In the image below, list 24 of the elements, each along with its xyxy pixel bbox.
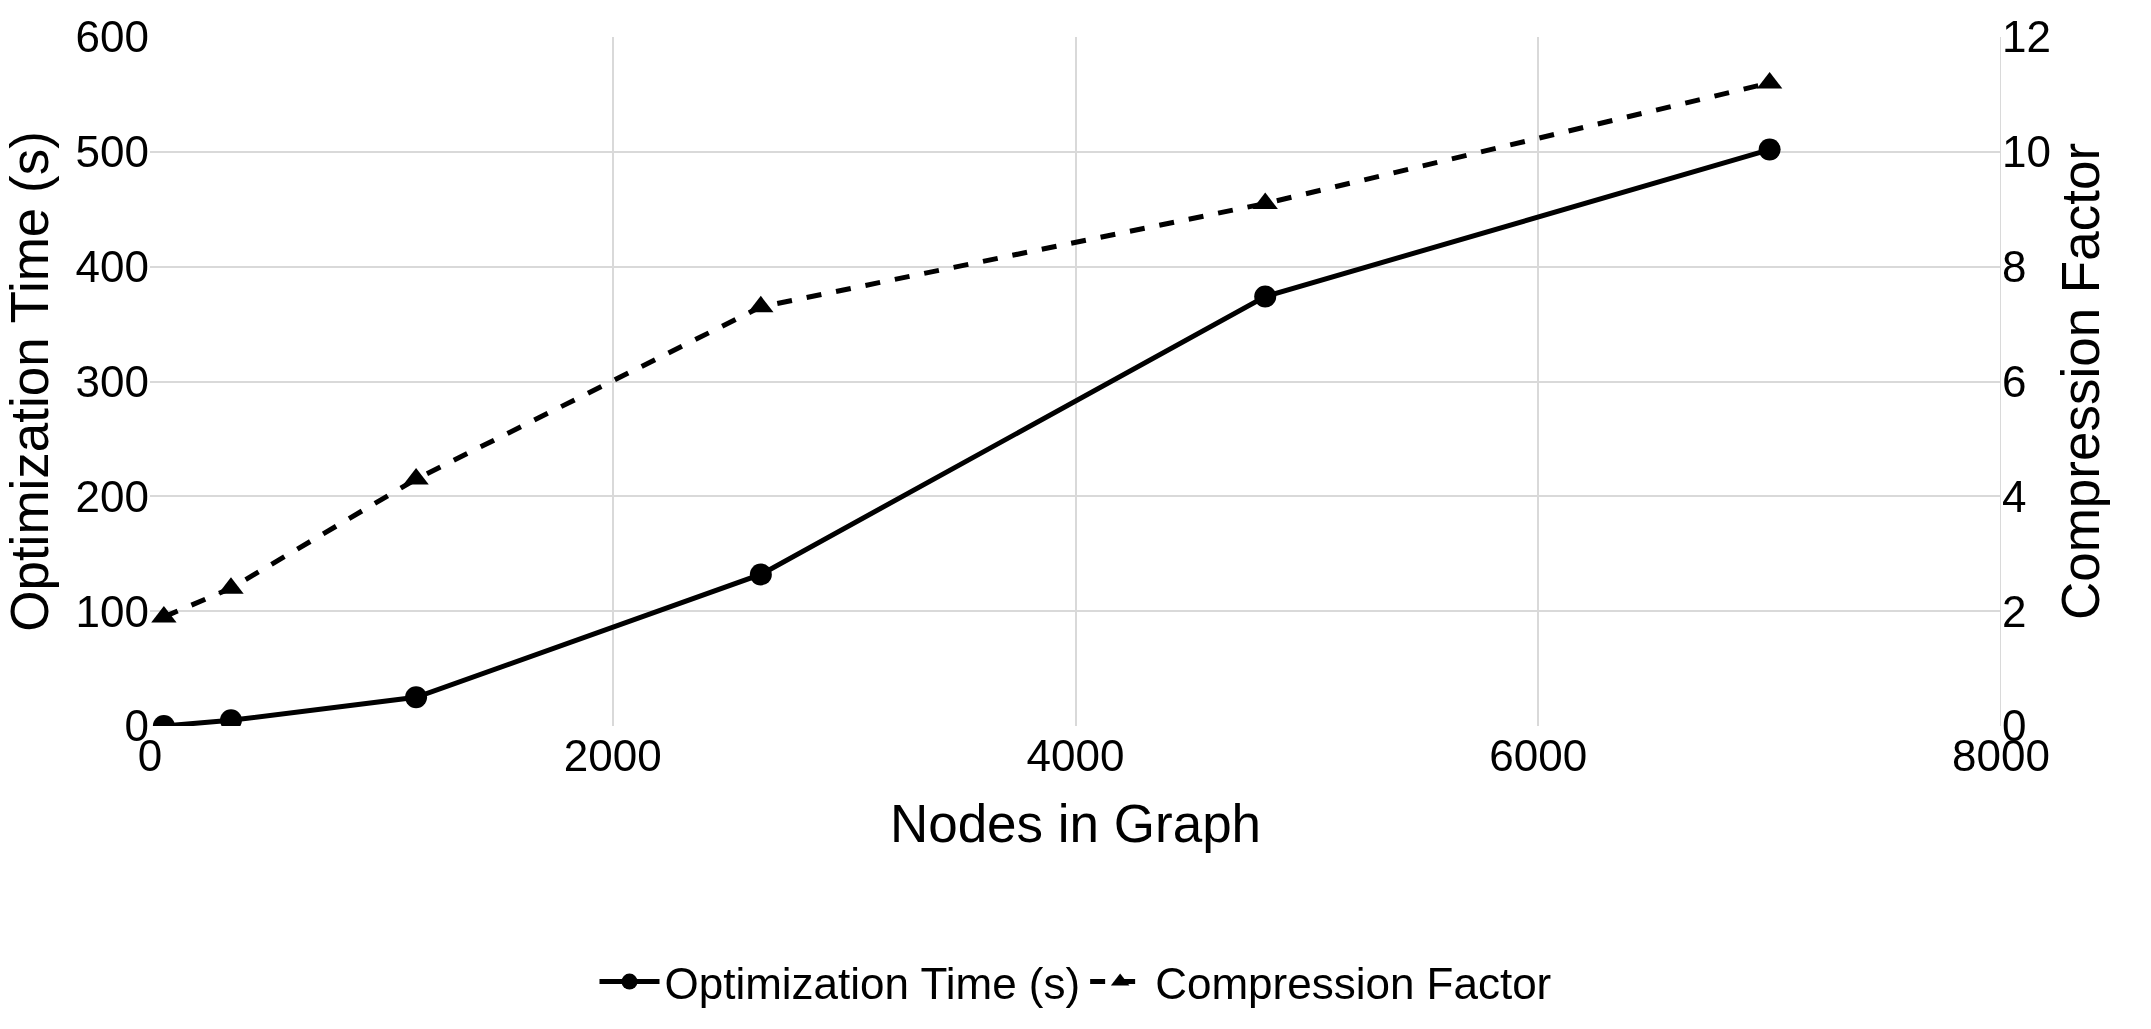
- point: [1254, 285, 1277, 308]
- x-tick-label: 2000: [563, 731, 662, 780]
- x-tick-label: 4000: [1026, 731, 1125, 780]
- y-tick-label: 100: [75, 586, 149, 636]
- point: [405, 686, 428, 709]
- x-tick-label: 6000: [1489, 731, 1588, 780]
- y-axis-title: Optimization Time (s): [0, 131, 59, 632]
- y2-tick-label: 4: [2002, 471, 2027, 521]
- legend-label: Optimization Time (s): [664, 958, 1081, 1008]
- y-tick-label: 500: [75, 127, 149, 177]
- y2-tick-label: 10: [2002, 127, 2051, 177]
- y2-tick-label: 12: [2002, 12, 2051, 62]
- y-tick-label: 600: [75, 12, 149, 62]
- y-tick-label: 400: [75, 242, 149, 292]
- point: [1758, 138, 1781, 161]
- y2-axis-title: Compression Factor: [2050, 142, 2110, 621]
- y2-tick-label: 6: [2002, 356, 2027, 406]
- x-axis-title: Nodes in Graph: [889, 793, 1262, 853]
- y-tick-label: 200: [75, 471, 149, 521]
- y2-tick-label: 2: [2002, 586, 2027, 636]
- point: [749, 563, 772, 586]
- legend-label: Compression Factor: [1155, 958, 1552, 1008]
- y-tick-label: 300: [75, 356, 149, 406]
- y2-tick-label: 8: [2002, 242, 2027, 292]
